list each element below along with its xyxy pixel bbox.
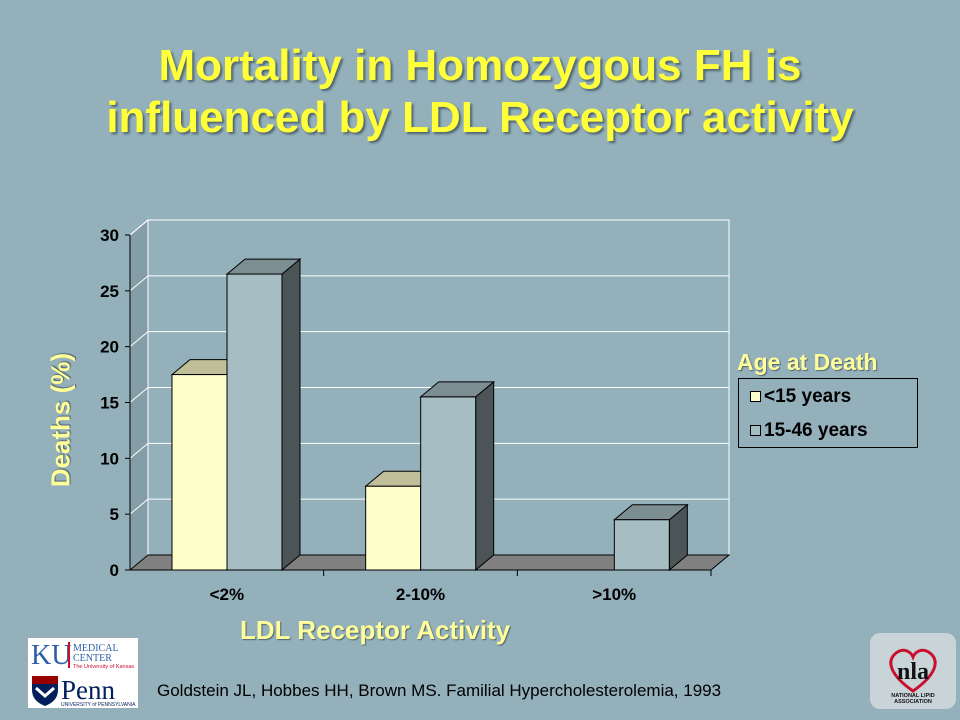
legend-swatch-15-46 [750,425,761,436]
x-tick-label: 2-10% [396,585,445,604]
x-axis-title: LDL Receptor Activity [240,615,511,645]
y-tick-label: 10 [100,449,119,468]
bar-side [475,380,495,572]
legend-label-15-46: 15-46 years [764,420,868,441]
ku-text-university: The University of Kansas [73,664,134,670]
chart-gridlines [129,219,729,515]
ku-text-medical: MEDICAL [73,643,119,654]
nla-text-line-2: ASSOCIATION [894,699,932,705]
chart-tick-labels: 0 5 10 15 20 25 30 <2% 2-10% >10% [100,226,636,604]
legend-label-under-15: <15 years [764,386,852,407]
legend-item-15-46: 15-46 years [750,419,868,443]
bar-front [171,374,228,571]
bar-15-46-2 [612,503,689,572]
ku-text-center: CENTER [73,653,112,664]
bar-front [613,519,670,571]
gridline-20 [129,331,729,348]
chart-bars [170,258,689,572]
gridline-25 [129,275,729,292]
citation: Goldstein JL, Hobbes HH, Brown MS. Famil… [157,681,722,700]
legend-swatch-under-15 [750,391,761,402]
x-tick-label: <2% [210,585,245,604]
x-tick-label: >10% [592,585,636,604]
bar-15-46-0 [225,258,302,572]
bar-front [226,273,283,571]
nla-logo-background [870,633,956,709]
penn-shield-icon [32,676,58,706]
nla-mark: nla [897,659,929,685]
legend-item-under-15: <15 years [750,385,852,409]
gridline-30 [129,219,729,236]
gridline-5 [129,498,729,515]
y-tick-label: 0 [110,561,119,580]
chart-legend: <15 years 15-46 years [738,378,918,448]
slide-title-line-1: Mortality in Homozygous FH is [158,41,802,90]
nla-logo: nla NATIONAL LIPID ASSOCIATION [870,633,956,709]
gridline-15 [129,387,729,403]
penn-mark: Penn [61,675,116,705]
university-logos: KU MEDICAL CENTER The University of Kans… [28,638,138,708]
bar-front [365,485,422,571]
ku-divider [68,642,70,668]
bar-side [281,258,301,572]
legend-title: Age at Death [737,349,878,375]
y-axis-title: Deaths (%) [45,352,76,488]
penn-subtext: UNIVERSITY of PENNSYLVANIA [61,702,136,708]
heart-icon [889,648,937,693]
slide-title-line-2: influenced by LDL Receptor activity [106,93,854,142]
ku-mark: KU [31,640,71,671]
y-tick-label: 20 [100,338,119,357]
nla-text-line-1: NATIONAL LIPID [891,693,935,699]
slide-title: Mortality in Homozygous FH is influenced… [0,40,960,144]
y-tick-label: 25 [100,282,119,301]
y-tick-label: 30 [100,226,119,245]
bar-front [420,396,477,571]
gridline-10 [129,442,729,459]
y-tick-label: 5 [110,505,119,524]
bar-15-46-1 [419,380,496,572]
y-tick-label: 15 [100,394,119,413]
